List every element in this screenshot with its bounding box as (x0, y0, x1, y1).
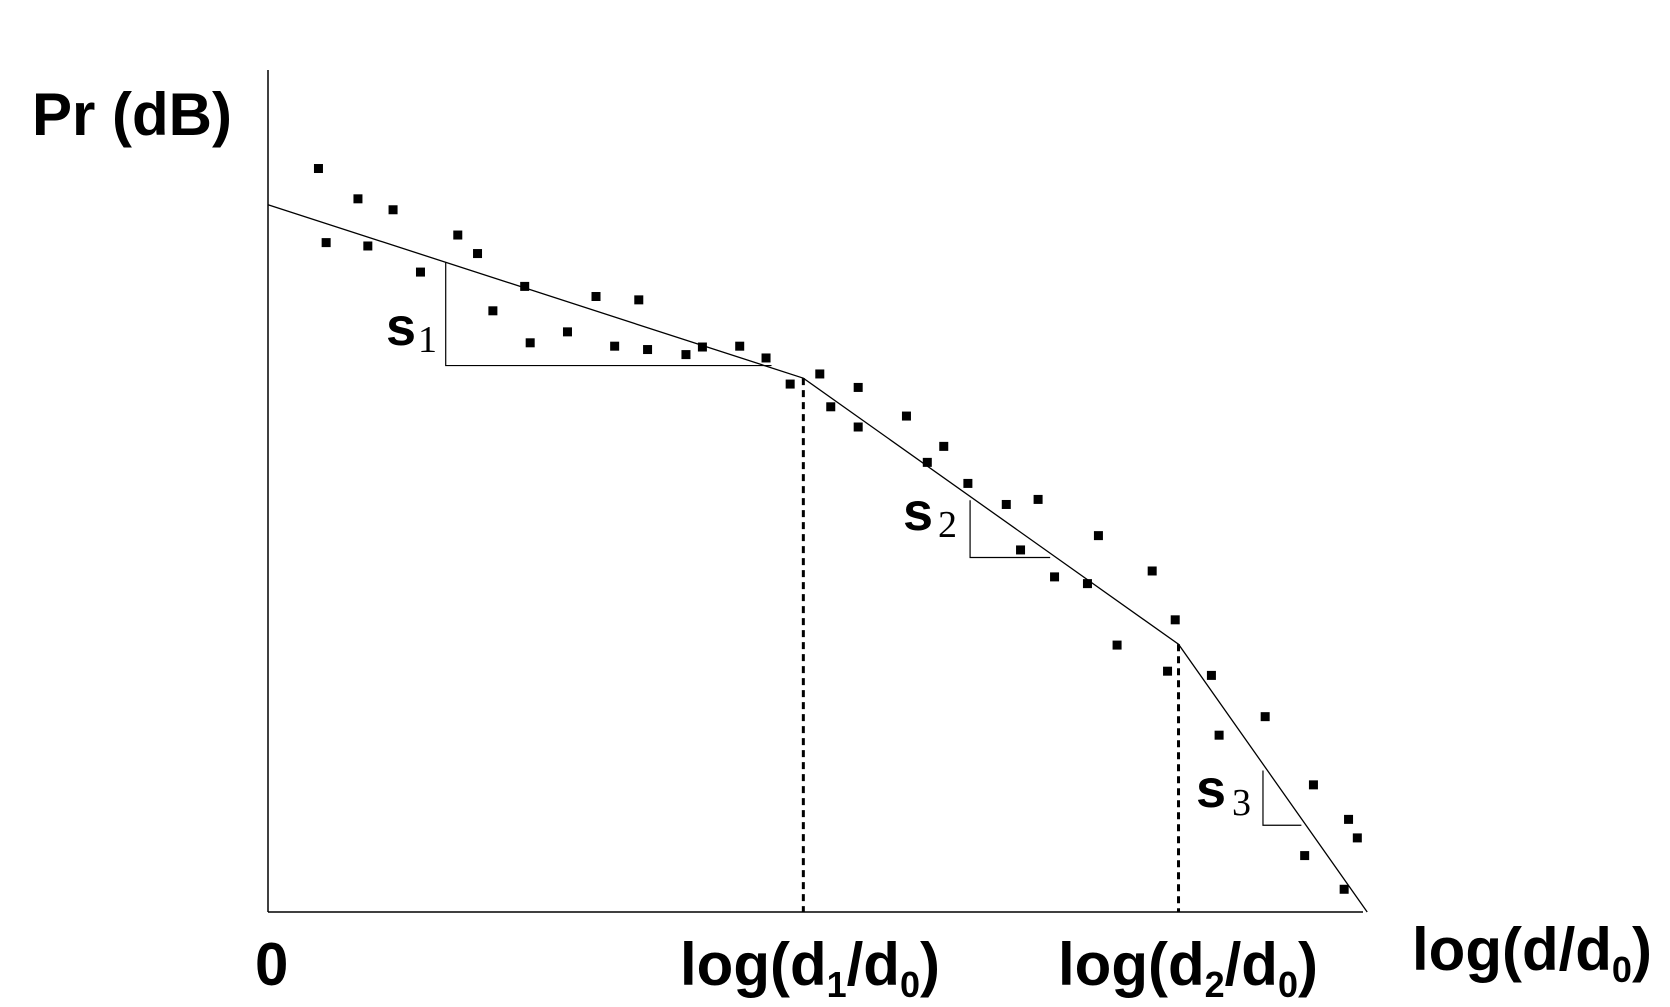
fit-line (267, 204, 1368, 913)
data-point (1112, 640, 1122, 650)
data-point (697, 342, 707, 352)
slope-index: 3 (1232, 782, 1251, 824)
axes (267, 70, 1363, 913)
slope-labels: s 1s 2s 3 (386, 297, 1251, 824)
data-point (1260, 712, 1270, 722)
data-point (1206, 670, 1216, 680)
data-point (634, 295, 644, 305)
data-point (1016, 545, 1026, 555)
y-axis-label: Pr (dB) (32, 81, 232, 148)
slope-index: 1 (418, 319, 437, 361)
data-point (761, 353, 771, 363)
data-point (939, 441, 949, 451)
breakpoint-lines (801, 378, 1181, 912)
data-point (562, 327, 572, 337)
data-point (1050, 572, 1060, 582)
slope-triangle-2 (969, 500, 1051, 559)
x-axis-label: log(d/d0) (1412, 916, 1652, 990)
slope-triangle-3 (1262, 770, 1302, 826)
data-point (963, 478, 973, 488)
data-point (321, 238, 331, 248)
data-point (313, 164, 323, 174)
x-tick-label: 0 (255, 931, 288, 998)
data-point (1300, 851, 1310, 861)
data-point (1093, 531, 1103, 541)
data-point (415, 267, 425, 277)
data-point (785, 379, 795, 389)
x-tick-label: log(d1/d0) (680, 931, 940, 1005)
data-point (826, 402, 836, 412)
slope-letter: s (386, 297, 416, 357)
data-point (610, 341, 620, 351)
slope-triangle-1 (445, 261, 772, 367)
data-point (1308, 780, 1318, 790)
slope-letter: s (903, 482, 933, 542)
data-point (1352, 833, 1362, 843)
data-point (1163, 666, 1173, 676)
data-point (525, 338, 535, 348)
data-point (1344, 814, 1354, 824)
data-point (488, 306, 498, 316)
data-point (388, 205, 398, 215)
data-point (591, 291, 601, 301)
data-point (853, 382, 863, 392)
data-point (353, 194, 363, 204)
data-point (520, 281, 530, 291)
data-point (1082, 579, 1092, 589)
slope-letter: s (1196, 759, 1226, 819)
data-point (853, 422, 863, 432)
data-point (901, 411, 911, 421)
data-point (1001, 499, 1011, 509)
data-point (1214, 730, 1224, 740)
slope-index: 2 (938, 504, 957, 546)
data-point (681, 350, 691, 360)
data-point (815, 369, 825, 379)
data-point (1033, 494, 1043, 504)
data-points (313, 164, 1362, 894)
x-tick-labels: 0 log(d1/d0) log(d2/d0) (255, 931, 1318, 1005)
data-point (1170, 615, 1180, 625)
data-point (473, 249, 483, 259)
data-point (922, 457, 932, 467)
data-point (1339, 884, 1349, 894)
data-point (453, 230, 463, 240)
x-tick-label: log(d2/d0) (1058, 931, 1318, 1005)
data-point (643, 345, 653, 355)
data-point (363, 241, 373, 251)
data-point (735, 341, 745, 351)
data-point (1147, 566, 1157, 576)
slope-triangles (445, 261, 1302, 826)
